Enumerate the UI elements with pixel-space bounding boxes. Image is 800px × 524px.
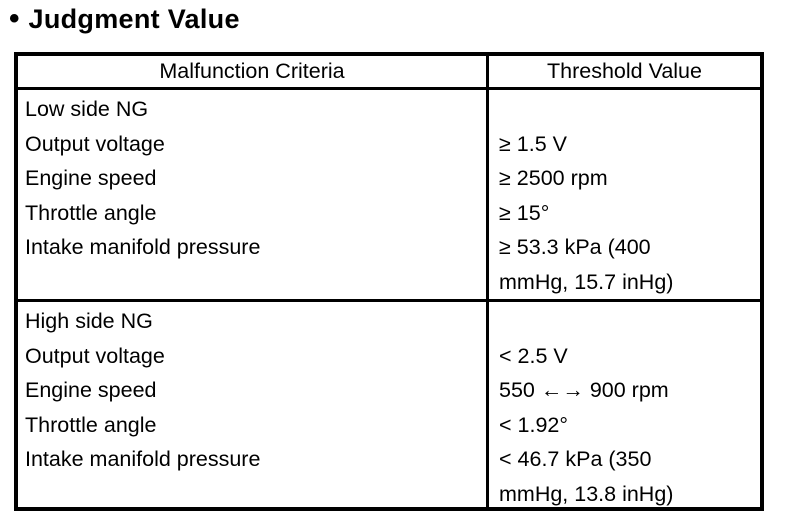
bullet-icon: • <box>9 2 20 35</box>
threshold-text: < 2.5 V <box>499 343 568 368</box>
threshold-text: < 1.92° <box>499 412 568 437</box>
criteria-text: Low side NG <box>25 97 149 121</box>
threshold-text <box>499 304 756 339</box>
section-heading: • Judgment Value <box>9 2 240 36</box>
page-title: Judgment Value <box>28 3 240 34</box>
column-header-threshold-value: Threshold Value <box>486 56 760 87</box>
criteria-text: High side NG <box>25 309 153 333</box>
criteria-text: Throttle angle <box>25 412 157 437</box>
column-header-malfunction-criteria: Malfunction Criteria <box>159 59 345 83</box>
criteria-text: Throttle angle <box>25 200 157 225</box>
criteria-text: Intake manifold pressure <box>25 447 261 471</box>
threshold-text: ≥ 15° <box>499 200 550 225</box>
criteria-text: Output voltage <box>25 343 165 368</box>
threshold-text: 550 ←→ 900 rpm <box>499 378 669 402</box>
threshold-text <box>499 92 756 127</box>
threshold-column: ≥ 1.5 V ≥ 2500 rpm ≥ 15° ≥ 53.3 kPa (400 mm… <box>486 90 760 299</box>
judgment-table: Malfunction Criteria Threshold Value Low… <box>14 52 764 511</box>
threshold-text: ≥ 2500 rpm <box>499 166 608 190</box>
table-section: Low side NG Output voltage Engine speed Thr… <box>18 90 760 302</box>
table-header-row: Malfunction Criteria Threshold Value <box>18 56 760 90</box>
criteria-text: Engine speed <box>25 166 157 190</box>
criteria-text: Engine speed <box>25 378 157 402</box>
threshold-column: < 2.5 V 550 ←→ 900 rpm < 1.92° < 46.7 kPa (… <box>486 302 760 511</box>
criteria-text: Output voltage <box>25 131 165 156</box>
criteria-text: Intake manifold pressure <box>25 235 261 259</box>
criteria-column: High side NG Output voltage Engine speed Th… <box>18 302 486 511</box>
table-section: High side NG Output voltage Engine speed Th… <box>18 302 760 511</box>
threshold-text: ≥ 1.5 V <box>499 131 567 156</box>
threshold-text: < 46.7 kPa (350 mmHg, 13.8 inHg) <box>499 447 674 506</box>
threshold-text: ≥ 53.3 kPa (400 mmHg, 15.7 inHg) <box>499 235 674 294</box>
criteria-column: Low side NG Output voltage Engine speed Thr… <box>18 90 486 299</box>
table-body: Low side NG Output voltage Engine speed Thr… <box>18 90 760 511</box>
